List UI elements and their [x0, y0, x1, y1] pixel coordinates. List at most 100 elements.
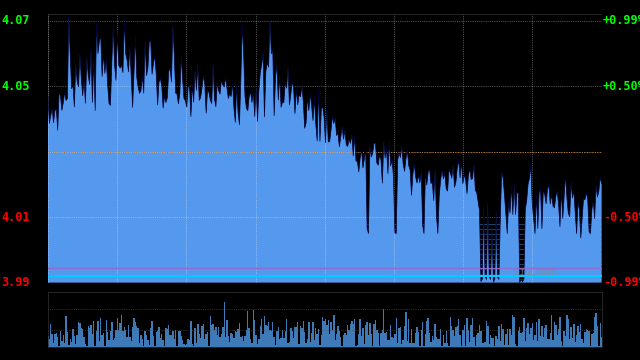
Bar — [587, 330, 588, 347]
Bar — [86, 346, 88, 347]
Bar — [462, 330, 463, 347]
Bar — [113, 340, 114, 347]
Bar — [191, 343, 193, 347]
Bar — [512, 315, 513, 347]
Bar — [501, 324, 502, 347]
Bar — [301, 328, 303, 347]
Bar — [291, 331, 293, 347]
Bar — [579, 332, 580, 347]
Bar — [435, 324, 436, 347]
Bar — [576, 335, 577, 347]
Bar — [300, 325, 301, 347]
Bar — [247, 311, 248, 347]
Bar — [400, 327, 401, 347]
Bar — [431, 337, 433, 347]
Bar — [550, 333, 551, 347]
Bar — [362, 328, 364, 347]
Bar — [530, 328, 532, 347]
Bar — [437, 339, 438, 347]
Bar — [178, 331, 179, 347]
Bar — [218, 327, 220, 347]
Bar — [332, 330, 333, 347]
Bar — [132, 328, 133, 347]
Bar — [426, 321, 428, 347]
Bar — [511, 334, 512, 347]
Bar — [348, 330, 350, 347]
Bar — [379, 346, 380, 347]
Bar — [168, 325, 170, 347]
Bar — [89, 328, 90, 347]
Bar — [111, 322, 113, 347]
Bar — [120, 323, 121, 347]
Bar — [311, 333, 312, 347]
Bar — [537, 341, 538, 347]
Bar — [351, 321, 353, 347]
Text: 4.05: 4.05 — [1, 80, 30, 93]
Bar — [210, 316, 211, 347]
Bar — [573, 324, 575, 347]
Bar — [353, 324, 354, 347]
Bar — [290, 328, 291, 347]
Bar — [225, 337, 227, 347]
Bar — [157, 330, 158, 347]
Bar — [114, 338, 115, 347]
Bar — [583, 343, 584, 347]
Bar — [276, 331, 278, 347]
Bar — [443, 335, 444, 347]
Bar — [145, 331, 146, 347]
Bar — [233, 338, 235, 347]
Bar — [534, 334, 536, 347]
Bar — [230, 333, 232, 347]
Bar — [177, 346, 178, 347]
Bar — [393, 338, 394, 347]
Bar — [468, 330, 469, 347]
Bar — [475, 346, 476, 347]
Bar — [584, 332, 586, 347]
Bar — [303, 321, 304, 347]
Bar — [268, 323, 269, 347]
Bar — [104, 346, 106, 347]
Bar — [118, 330, 120, 347]
Bar — [57, 337, 58, 347]
Bar — [343, 335, 344, 347]
Bar — [565, 336, 566, 347]
Bar — [131, 341, 132, 347]
Bar — [515, 344, 516, 347]
Bar — [269, 330, 271, 347]
Bar — [447, 343, 448, 347]
Bar — [229, 342, 230, 347]
Bar — [411, 329, 412, 347]
Bar — [498, 326, 500, 347]
Bar — [509, 329, 511, 347]
Bar — [92, 334, 93, 347]
Bar — [134, 322, 136, 347]
Bar — [48, 14, 602, 283]
Bar — [312, 322, 314, 347]
Bar — [526, 328, 527, 347]
Bar — [476, 334, 477, 347]
Bar — [50, 324, 51, 347]
Bar — [430, 342, 431, 347]
Bar — [543, 337, 544, 347]
Bar — [138, 328, 139, 347]
Bar — [264, 316, 265, 347]
Bar — [375, 320, 376, 347]
Bar — [294, 327, 296, 347]
Bar — [314, 340, 315, 347]
Bar — [275, 345, 276, 347]
Bar — [321, 335, 322, 347]
Bar — [235, 330, 236, 347]
Bar — [465, 346, 467, 347]
Bar — [552, 340, 554, 347]
Bar — [480, 331, 481, 347]
Bar — [97, 321, 99, 347]
Bar — [170, 335, 171, 347]
Bar — [152, 321, 153, 347]
Bar — [536, 322, 537, 347]
Bar — [198, 334, 200, 347]
Bar — [558, 329, 559, 347]
Bar — [202, 326, 203, 347]
Bar — [419, 346, 420, 347]
Bar — [165, 328, 166, 347]
Bar — [148, 345, 150, 347]
